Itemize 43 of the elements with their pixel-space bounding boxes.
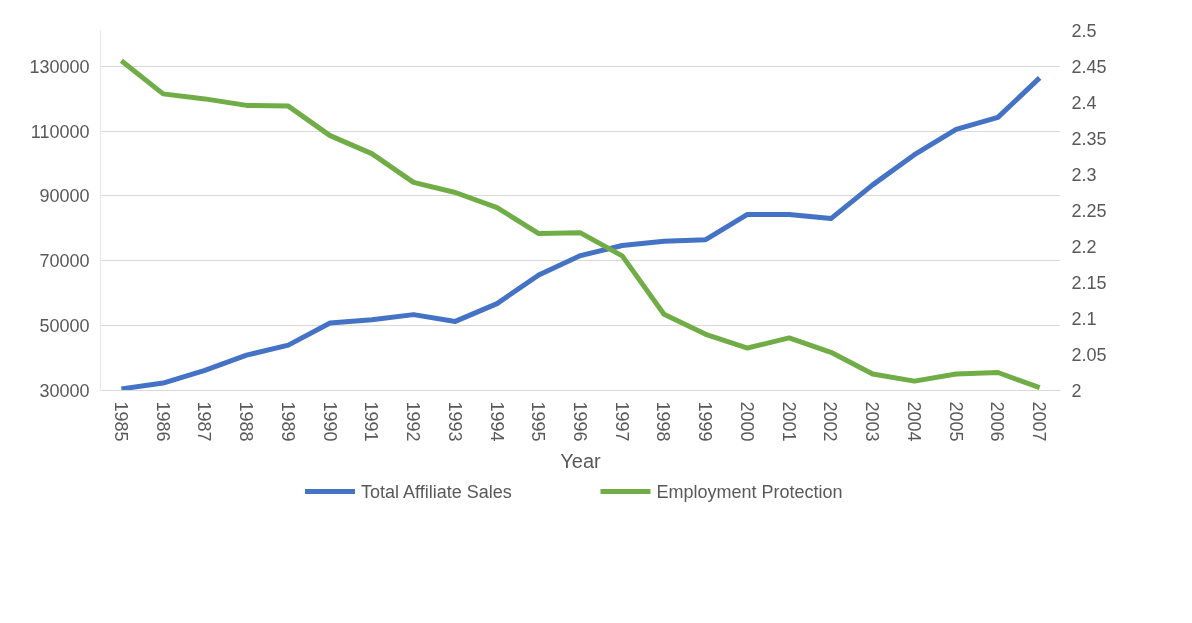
x-tick-label: 2001 (778, 401, 799, 442)
y-tick-label: 110000 (30, 121, 90, 142)
x-tick-label: 1986 (152, 401, 173, 442)
y2-tick-label: 2.5 (1071, 21, 1097, 41)
x-tick-label: 1989 (277, 401, 298, 442)
y2-tick-label: 2.1 (1071, 309, 1097, 329)
x-tick-label: 2007 (1029, 401, 1050, 442)
x-tick-label: 1997 (611, 401, 632, 442)
y2-tick-label: 2.3 (1071, 165, 1097, 185)
x-tick-label: 1988 (236, 401, 257, 442)
y2-tick-label: 2.15 (1071, 273, 1107, 293)
legend-label: Total Affiliate Sales (361, 481, 512, 502)
x-tick-label: 2004 (903, 401, 924, 442)
x-tick-label: 1999 (695, 401, 716, 442)
x-tick-label: 1992 (403, 401, 424, 442)
y2-tick-label: 2.4 (1071, 93, 1097, 113)
y2-tick-label: 2 (1071, 381, 1082, 401)
y-tick-label: 70000 (39, 251, 90, 272)
x-axis-title: Year (560, 449, 602, 472)
y2-tick-label: 2.35 (1071, 129, 1107, 149)
x-tick-label: 2006 (987, 401, 1008, 442)
x-tick-label: 2005 (945, 401, 966, 442)
y-tick-label: 90000 (39, 186, 90, 207)
x-tick-label: 1993 (444, 401, 465, 442)
y-tick-label: 50000 (39, 316, 90, 337)
y2-tick-label: 2.45 (1071, 57, 1107, 77)
y2-tick-label: 2.25 (1071, 201, 1107, 221)
legend-label: Employment Protection (656, 481, 843, 502)
x-tick-label: 1994 (486, 401, 507, 442)
x-tick-label: 1996 (570, 401, 590, 442)
x-tick-label: 1991 (361, 401, 382, 442)
x-tick-label: 2003 (862, 401, 883, 442)
x-tick-label: 2000 (736, 401, 757, 442)
y2-tick-label: 2.2 (1071, 237, 1097, 257)
x-tick-label: 1990 (319, 401, 340, 442)
x-tick-label: 1985 (110, 401, 131, 442)
x-tick-label: 1987 (194, 401, 215, 442)
y2-tick-label: 2.05 (1071, 345, 1107, 365)
x-tick-label: 2002 (820, 401, 841, 442)
x-tick-label: 1995 (528, 401, 549, 442)
y-tick-label: 30000 (39, 381, 90, 401)
x-tick-label: 1998 (653, 401, 674, 442)
y-tick-label: 130000 (29, 56, 90, 77)
